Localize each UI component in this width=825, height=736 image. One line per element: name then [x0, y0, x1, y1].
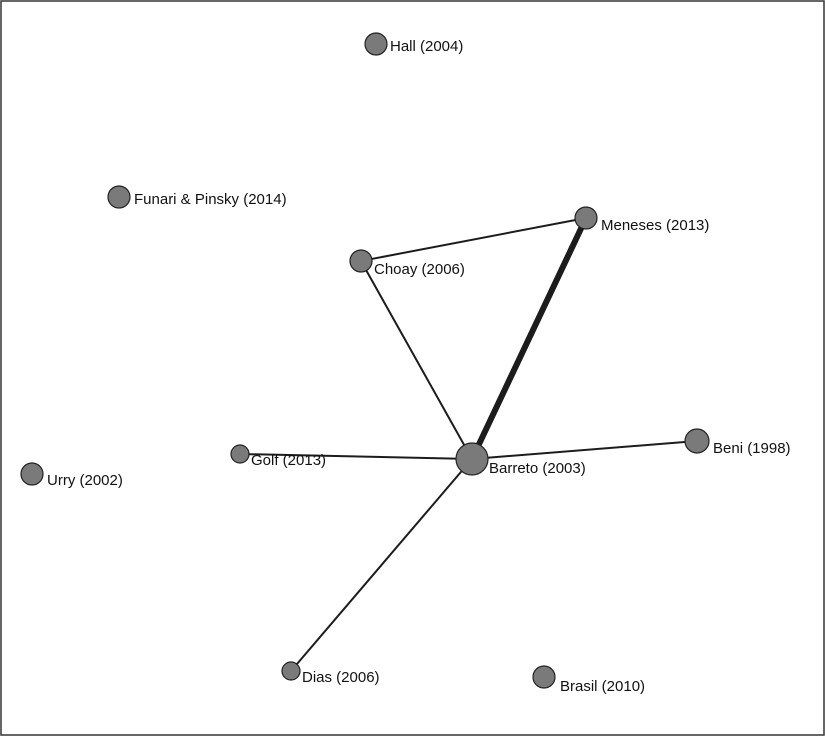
- node-label-choay: Choay (2006): [374, 261, 465, 278]
- node-meneses: [574, 206, 598, 230]
- node-label-beni: Beni (1998): [713, 440, 791, 457]
- node-label-brasil: Brasil (2010): [560, 678, 645, 695]
- edge-barreto-dias: [290, 458, 473, 672]
- node-label-golf: Golf (2013): [251, 452, 326, 469]
- node-urry: [20, 462, 44, 486]
- edge-meneses-barreto: [469, 216, 589, 461]
- node-barreto: [455, 442, 489, 476]
- labels-layer: Hall (2004) Funari & Pinsky (2014) Meneses…: [47, 38, 791, 695]
- node-hall: [364, 32, 388, 56]
- edges-layer: [239, 216, 698, 672]
- edge-choay-meneses: [360, 217, 587, 262]
- node-label-dias: Dias (2006): [302, 669, 380, 686]
- node-label-funari: Funari & Pinsky (2014): [134, 191, 287, 208]
- node-funari: [107, 185, 131, 209]
- edge-choay-barreto: [360, 260, 473, 460]
- node-dias: [281, 661, 301, 681]
- node-golf: [230, 444, 250, 464]
- nodes-layer: [20, 32, 710, 689]
- node-choay: [349, 249, 373, 273]
- node-brasil: [532, 665, 556, 689]
- node-label-hall: Hall (2004): [390, 38, 463, 55]
- edge-golf-barreto: [239, 453, 473, 460]
- node-label-barreto: Barreto (2003): [489, 460, 586, 477]
- node-label-meneses: Meneses (2013): [601, 217, 709, 234]
- node-beni: [684, 428, 710, 454]
- edge-barreto-beni: [471, 440, 698, 460]
- node-label-urry: Urry (2002): [47, 472, 123, 489]
